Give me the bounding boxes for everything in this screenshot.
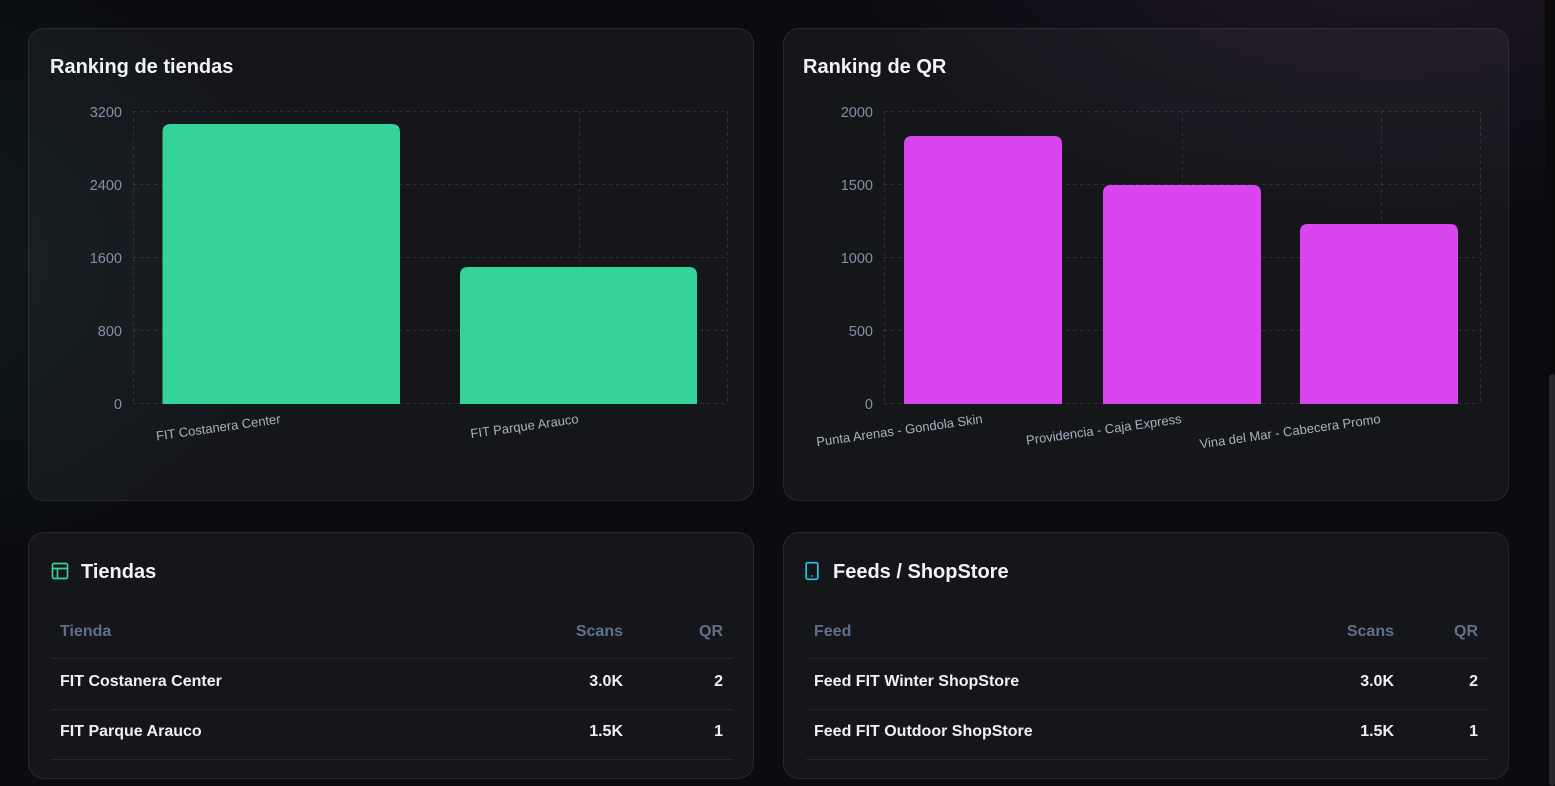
svg-text:1500: 1500 bbox=[841, 178, 873, 194]
svg-text:1600: 1600 bbox=[90, 251, 122, 267]
svg-text:FIT Costanera Center: FIT Costanera Center bbox=[155, 411, 282, 443]
svg-text:2000: 2000 bbox=[841, 105, 873, 121]
svg-text:Punta Arenas - Gondola Skin: Punta Arenas - Gondola Skin bbox=[815, 411, 983, 449]
svg-text:0: 0 bbox=[114, 397, 122, 413]
svg-text:500: 500 bbox=[849, 324, 873, 340]
svg-text:Vina del Mar - Cabecera Promo: Vina del Mar - Cabecera Promo bbox=[1199, 411, 1382, 451]
svg-text:0: 0 bbox=[865, 397, 873, 413]
svg-text:Providencia - Caja Express: Providencia - Caja Express bbox=[1025, 411, 1183, 448]
svg-text:2400: 2400 bbox=[90, 178, 122, 194]
svg-text:FIT Parque Arauco: FIT Parque Arauco bbox=[470, 411, 580, 441]
svg-text:3200: 3200 bbox=[90, 105, 122, 121]
svg-text:800: 800 bbox=[98, 324, 122, 340]
svg-text:1000: 1000 bbox=[841, 251, 873, 267]
